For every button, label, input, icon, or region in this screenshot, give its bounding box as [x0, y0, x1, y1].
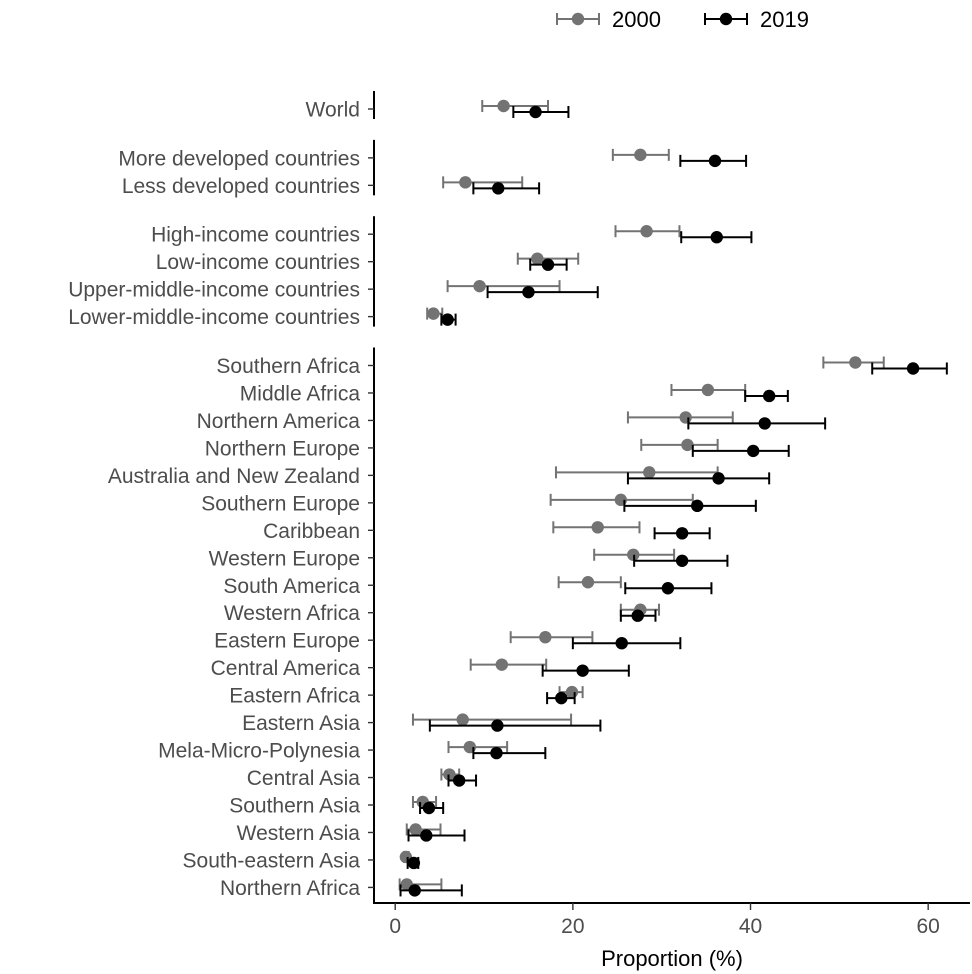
data-point-2019-western-africa [631, 609, 644, 622]
category-label-northern-america: Northern America [197, 410, 361, 433]
category-label-caribbean: Caribbean [263, 520, 360, 543]
data-point-2019-northern-europe [746, 444, 760, 458]
category-label-eastern-asia: Eastern Asia [242, 712, 360, 735]
data-point-2019-northern-america [758, 417, 771, 430]
data-point-2019-western-europe [675, 554, 689, 567]
category-label-australia-and-new-zealand: Australia and New Zealand [108, 465, 360, 488]
data-point-2019-lower-middle-income-countries [441, 313, 454, 326]
data-point-2000-southern-africa [849, 356, 862, 369]
data-point-2019-high-income-countries [710, 231, 723, 244]
data-point-2000-western-asia [409, 823, 422, 836]
legend-label: 2000 [612, 7, 661, 32]
y-axis-segments [368, 91, 375, 903]
legend: 2000 2019 [556, 7, 809, 32]
data-point-2019-south-eastern-asia [407, 856, 421, 870]
data-point-2000-high-income-countries [640, 225, 653, 238]
category-label-low-income-countries: Low-income countries [156, 251, 360, 274]
x-axis-title: Proportion (%) [601, 946, 743, 971]
data-point-2000-upper-middle-income-countries [473, 279, 486, 293]
category-label-eastern-europe: Eastern Europe [214, 630, 360, 653]
data-point-2019-world [529, 105, 542, 119]
category-label-western-africa: Western Africa [224, 602, 360, 625]
category-label-upper-middle-income-countries: Upper-middle-income countries [68, 279, 360, 302]
x-tick-label: 40 [739, 915, 762, 938]
data-point-2000-eastern-africa [565, 685, 579, 699]
data-point-2019-australia-and-new-zealand [712, 472, 725, 485]
category-label-central-asia: Central Asia [247, 767, 361, 790]
x-tick-label: 0 [389, 915, 401, 938]
data-point-2000-south-america [581, 576, 595, 589]
category-label-less-developed-countries: Less developed countries [122, 175, 360, 198]
data-point-2000-less-developed-countries [459, 176, 472, 189]
series-layer [398, 99, 948, 897]
category-label-mela-micro-polynesia: Mela-Micro-Polynesia [158, 740, 360, 763]
data-point-2000-caribbean [591, 521, 604, 534]
data-point-2000-northern-europe [681, 438, 694, 452]
category-label-high-income-countries: High-income countries [151, 224, 360, 247]
data-point-2019-western-asia [420, 829, 433, 842]
series-2019 [399, 105, 948, 897]
data-point-2019-southern-asia [422, 801, 436, 815]
category-label-central-america: Central America [211, 657, 361, 680]
data-point-2019-less-developed-countries [492, 182, 505, 195]
data-point-2019-eastern-asia [491, 719, 504, 732]
category-label-northern-europe: Northern Europe [205, 437, 360, 460]
data-point-2000-central-america [495, 658, 508, 671]
series-2000 [398, 99, 885, 891]
category-label-lower-middle-income-countries: Lower-middle-income countries [68, 306, 360, 329]
data-point-2019-caribbean [675, 527, 689, 540]
data-point-2019-central-america [576, 664, 589, 677]
data-point-2019-more-developed-countries [708, 154, 722, 168]
data-point-2019-low-income-countries [541, 258, 555, 271]
category-label-south-america: South America [223, 575, 360, 598]
data-point-2019-mela-micro-polynesia [490, 746, 503, 760]
category-labels: World More developed countries Less develo… [68, 99, 360, 900]
x-axis: 0 20 40 60 [373, 902, 970, 938]
category-label-southern-africa: Southern Africa [216, 355, 360, 378]
category-label-more-developed-countries: More developed countries [118, 147, 360, 170]
data-point-2019-central-asia [452, 774, 466, 787]
category-label-south-eastern-asia: South-eastern Asia [183, 849, 361, 872]
legend-item-2000: 2000 [556, 7, 661, 32]
data-point-2019-eastern-africa [555, 691, 568, 705]
data-point-2000-lower-middle-income-countries [427, 307, 440, 320]
data-point-2019-southern-africa [906, 362, 920, 375]
legend-item-2019: 2019 [704, 7, 809, 32]
category-label-world: World [306, 99, 360, 122]
legend-marker [719, 12, 733, 26]
data-point-2000-northern-america [679, 411, 692, 424]
data-point-2019-eastern-europe [615, 636, 628, 650]
data-point-2000-world [497, 99, 510, 113]
data-point-2000-middle-africa [701, 383, 715, 397]
category-label-western-asia: Western Asia [237, 822, 361, 845]
category-label-southern-asia: Southern Asia [229, 795, 360, 818]
x-tick-label: 60 [917, 915, 940, 938]
x-tick-label: 20 [561, 915, 584, 938]
data-point-2000-australia-and-new-zealand [643, 466, 656, 479]
data-point-2000-more-developed-countries [634, 148, 647, 162]
category-label-western-europe: Western Europe [209, 547, 360, 570]
category-label-eastern-africa: Eastern Africa [229, 685, 360, 708]
data-point-2019-middle-africa [762, 389, 776, 403]
data-point-2000-eastern-europe [539, 630, 552, 644]
data-point-2019-south-america [661, 582, 675, 595]
category-label-middle-africa: Middle Africa [240, 382, 361, 405]
data-point-2000-eastern-asia [456, 713, 469, 726]
data-point-2019-upper-middle-income-countries [522, 285, 535, 299]
data-point-2019-northern-africa [408, 884, 421, 897]
legend-marker [571, 12, 585, 26]
data-point-2000-low-income-countries [531, 252, 544, 265]
data-point-2019-southern-europe [691, 499, 704, 513]
legend-label: 2019 [760, 7, 809, 32]
category-label-southern-europe: Southern Europe [201, 492, 360, 515]
category-label-northern-africa: Northern Africa [220, 877, 360, 900]
